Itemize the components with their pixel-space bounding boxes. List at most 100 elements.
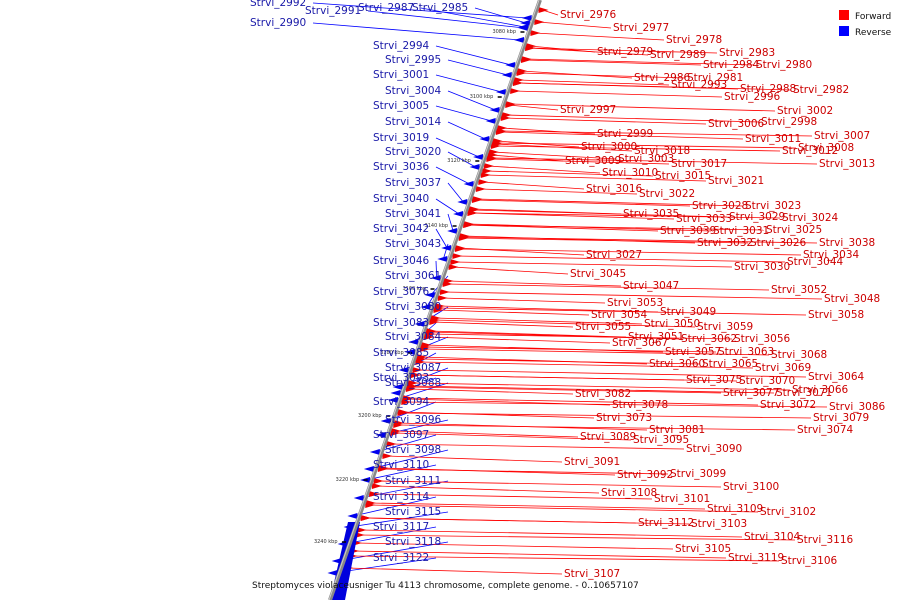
- reverse-gene-mark[interactable]: [473, 154, 484, 160]
- forward-gene-mark[interactable]: [433, 307, 444, 313]
- forward-gene-label[interactable]: Strvi_3112: [638, 517, 694, 529]
- forward-gene-label[interactable]: Strvi_2996: [724, 91, 781, 103]
- forward-gene-label[interactable]: Strvi_3023: [745, 200, 801, 212]
- forward-gene-mark[interactable]: [488, 149, 499, 155]
- reverse-gene-label[interactable]: Strvi_3088: [385, 377, 441, 389]
- forward-gene-label[interactable]: Strvi_2989: [650, 49, 706, 61]
- forward-gene-label[interactable]: Strvi_3095: [633, 434, 689, 446]
- forward-gene-label[interactable]: Strvi_3102: [760, 506, 816, 518]
- forward-gene-label[interactable]: Strvi_3011: [745, 133, 801, 145]
- forward-gene-label[interactable]: Strvi_2981: [687, 72, 743, 84]
- forward-gene-label[interactable]: Strvi_2984: [703, 59, 760, 71]
- forward-gene-label[interactable]: Strvi_3079: [813, 412, 869, 424]
- reverse-gene-mark[interactable]: [420, 304, 431, 310]
- forward-gene-label[interactable]: Strvi_2997: [560, 104, 616, 116]
- reverse-gene-mark[interactable]: [369, 449, 380, 455]
- forward-gene-label[interactable]: Strvi_2988: [740, 83, 796, 95]
- forward-gene-label[interactable]: Strvi_3081: [649, 424, 705, 436]
- forward-gene-label[interactable]: Strvi_2999: [597, 128, 653, 140]
- forward-gene-label[interactable]: Strvi_3066: [792, 384, 849, 396]
- reverse-gene-label[interactable]: Strvi_3093: [373, 372, 429, 384]
- reverse-gene-label[interactable]: Strvi_3014: [385, 116, 442, 128]
- reverse-gene-label[interactable]: Strvi_3084: [385, 331, 442, 343]
- forward-gene-mark[interactable]: [406, 383, 417, 389]
- reverse-gene-label[interactable]: Strvi_3061: [385, 270, 441, 282]
- reverse-gene-label[interactable]: Strvi_2990: [250, 17, 306, 29]
- reverse-gene-label[interactable]: Strvi_3094: [373, 396, 430, 408]
- reverse-gene-mark[interactable]: [408, 339, 419, 345]
- forward-gene-label[interactable]: Strvi_2986: [634, 72, 691, 84]
- forward-gene-label[interactable]: Strvi_3008: [798, 142, 854, 154]
- forward-gene-label[interactable]: Strvi_2982: [793, 84, 849, 96]
- reverse-gene-mark[interactable]: [457, 199, 468, 205]
- forward-gene-label[interactable]: Strvi_3073: [596, 412, 652, 424]
- reverse-gene-label[interactable]: Strvi_3096: [385, 414, 442, 426]
- reverse-gene-label[interactable]: Strvi_3020: [385, 146, 441, 158]
- forward-gene-label[interactable]: Strvi_2977: [613, 22, 669, 34]
- forward-gene-label[interactable]: Strvi_3016: [586, 183, 643, 195]
- forward-gene-label[interactable]: Strvi_3045: [570, 268, 626, 280]
- forward-gene-label[interactable]: Strvi_3119: [728, 552, 784, 564]
- forward-gene-mark[interactable]: [458, 235, 469, 241]
- forward-gene-label[interactable]: Strvi_3018: [634, 145, 690, 157]
- forward-gene-label[interactable]: Strvi_3091: [564, 456, 620, 468]
- forward-gene-label[interactable]: Strvi_3058: [808, 309, 864, 321]
- forward-gene-label[interactable]: Strvi_3106: [781, 555, 838, 567]
- forward-gene-mark[interactable]: [450, 259, 461, 265]
- reverse-gene-label[interactable]: Strvi_3076: [373, 286, 430, 298]
- forward-gene-mark[interactable]: [397, 409, 408, 415]
- reverse-gene-label[interactable]: Strvi_3040: [373, 193, 429, 205]
- forward-gene-label[interactable]: Strvi_3028: [692, 200, 748, 212]
- forward-gene-label[interactable]: Strvi_3089: [580, 431, 636, 443]
- forward-gene-label[interactable]: Strvi_3078: [612, 399, 668, 411]
- forward-gene-mark[interactable]: [534, 19, 545, 25]
- forward-gene-mark[interactable]: [377, 466, 388, 472]
- reverse-gene-mark[interactable]: [327, 570, 338, 576]
- forward-gene-label[interactable]: Strvi_3071: [776, 387, 832, 399]
- forward-gene-label[interactable]: Strvi_3032: [697, 237, 753, 249]
- forward-gene-mark[interactable]: [442, 281, 453, 287]
- forward-gene-label[interactable]: Strvi_3055: [575, 321, 631, 333]
- reverse-gene-mark[interactable]: [414, 321, 425, 327]
- reverse-gene-label[interactable]: Strvi_3085: [373, 347, 429, 359]
- forward-gene-label[interactable]: Strvi_3062: [681, 333, 737, 345]
- forward-gene-label[interactable]: Strvi_3077: [723, 387, 779, 399]
- forward-gene-label[interactable]: Strvi_2976: [560, 9, 617, 21]
- forward-gene-label[interactable]: Strvi_3029: [729, 211, 785, 223]
- forward-gene-label[interactable]: Strvi_3038: [819, 237, 875, 249]
- reverse-gene-mark[interactable]: [505, 62, 516, 68]
- forward-gene-mark[interactable]: [371, 483, 382, 489]
- forward-gene-label[interactable]: Strvi_3033: [676, 213, 732, 225]
- forward-gene-mark[interactable]: [505, 102, 516, 108]
- forward-gene-mark[interactable]: [530, 30, 541, 36]
- reverse-gene-label[interactable]: Strvi_3046: [373, 255, 430, 267]
- forward-gene-mark[interactable]: [510, 88, 521, 94]
- reverse-gene-label[interactable]: Strvi_3004: [385, 85, 442, 97]
- forward-gene-label[interactable]: Strvi_3075: [686, 374, 742, 386]
- reverse-gene-mark[interactable]: [441, 245, 452, 251]
- reverse-gene-mark[interactable]: [347, 513, 358, 519]
- forward-gene-label[interactable]: Strvi_3105: [675, 543, 731, 555]
- forward-gene-label[interactable]: Strvi_3099: [670, 468, 726, 480]
- forward-gene-label[interactable]: Strvi_3086: [829, 401, 886, 413]
- forward-gene-label[interactable]: Strvi_3069: [755, 362, 811, 374]
- reverse-gene-label[interactable]: Strvi_3037: [385, 177, 441, 189]
- forward-gene-label[interactable]: Strvi_3031: [713, 225, 769, 237]
- forward-gene-label[interactable]: Strvi_3108: [601, 487, 657, 499]
- reverse-gene-label[interactable]: Strvi_3041: [385, 208, 441, 220]
- forward-gene-mark[interactable]: [463, 222, 474, 228]
- forward-gene-label[interactable]: Strvi_3107: [564, 568, 620, 580]
- forward-gene-mark[interactable]: [455, 245, 466, 251]
- forward-gene-mark[interactable]: [467, 210, 478, 216]
- forward-gene-mark[interactable]: [386, 441, 397, 447]
- forward-gene-label[interactable]: Strvi_2979: [597, 46, 653, 58]
- forward-gene-label[interactable]: Strvi_3039: [660, 225, 716, 237]
- forward-gene-label[interactable]: Strvi_3103: [691, 518, 747, 530]
- forward-gene-label[interactable]: Strvi_3030: [734, 261, 790, 273]
- forward-gene-label[interactable]: Strvi_3064: [808, 371, 865, 383]
- forward-gene-label[interactable]: Strvi_3116: [797, 534, 854, 546]
- reverse-gene-label[interactable]: Strvi_3098: [385, 444, 441, 456]
- forward-gene-mark[interactable]: [356, 527, 367, 533]
- forward-gene-label[interactable]: Strvi_3082: [575, 388, 631, 400]
- reverse-gene-mark[interactable]: [489, 107, 500, 113]
